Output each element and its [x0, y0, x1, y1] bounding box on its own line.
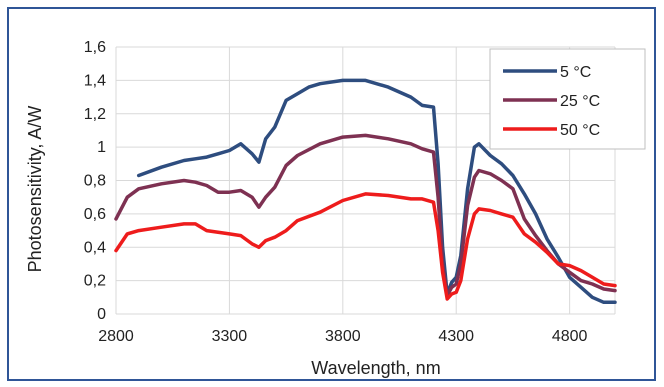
y-tick-label: 0,8	[84, 173, 106, 190]
legend: 5 °C 25 °C 50 °C	[489, 48, 646, 150]
legend-label: 25 °C	[560, 93, 600, 110]
x-tick-label: 4300	[438, 328, 474, 345]
series-lines	[114, 78, 617, 305]
x-tick-label: 4800	[552, 328, 588, 345]
series-line-1	[136, 78, 617, 305]
y-tick-label: 0,4	[84, 239, 106, 256]
chart-frame: 0 0,2 0,4 0,6 0,8 1 1,2 1,4 1,6 2800 3300 3800 4300 4…	[7, 7, 656, 381]
tick-labels: 0 0,2 0,4 0,6 0,8 1 1,2 1,4 1,6 2800 3300 3800 4300 4…	[84, 39, 588, 345]
legend-label: 5 °C	[560, 64, 591, 81]
y-tick-label: 1,4	[84, 72, 106, 89]
y-tick-label: 0,6	[84, 206, 106, 223]
y-tick-label: 1,2	[84, 106, 106, 123]
x-tick-label: 3800	[325, 328, 361, 345]
x-axis-title: Wavelength, nm	[311, 358, 440, 378]
series-line-3	[114, 192, 617, 301]
y-tick-label: 1,6	[84, 39, 106, 56]
series-line-2	[114, 133, 617, 298]
line-chart: 0 0,2 0,4 0,6 0,8 1 1,2 1,4 1,6 2800 3300 3800 4300 4…	[25, 39, 646, 378]
y-tick-label: 1	[97, 139, 106, 156]
y-axis-title: Photosensitivity, A/W	[25, 106, 45, 273]
x-tick-label: 3300	[212, 328, 248, 345]
y-tick-label: 0	[97, 306, 106, 323]
legend-label: 50 °C	[560, 122, 600, 139]
x-tick-label: 2800	[98, 328, 134, 345]
y-tick-label: 0,2	[84, 273, 106, 290]
